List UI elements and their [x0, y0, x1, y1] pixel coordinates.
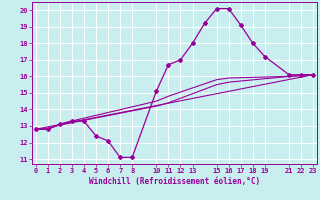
X-axis label: Windchill (Refroidissement éolien,°C): Windchill (Refroidissement éolien,°C) [89, 177, 260, 186]
